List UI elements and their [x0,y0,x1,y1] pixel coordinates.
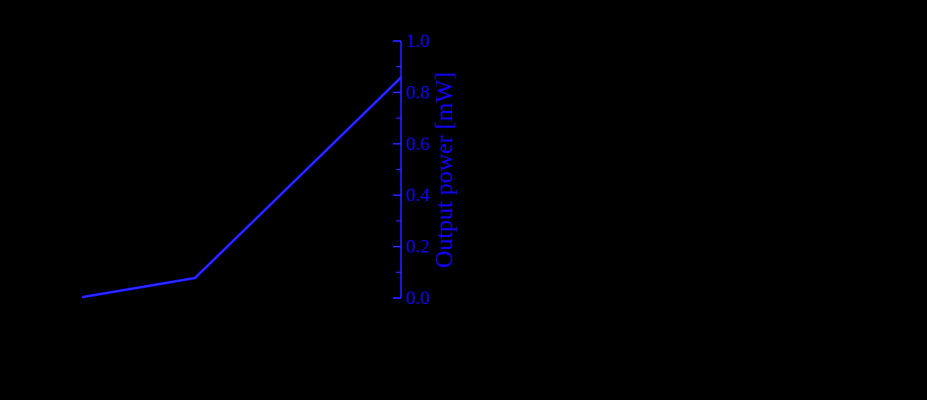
svg-text:0.0: 0.0 [406,288,430,309]
svg-text:1.0: 1.0 [406,31,430,52]
svg-text:0.2: 0.2 [406,237,430,258]
svg-text:0.8: 0.8 [406,82,430,103]
svg-text:0.6: 0.6 [406,134,430,155]
svg-text:0.4: 0.4 [406,185,430,206]
svg-text:Output power [mW]: Output power [mW] [432,72,458,268]
